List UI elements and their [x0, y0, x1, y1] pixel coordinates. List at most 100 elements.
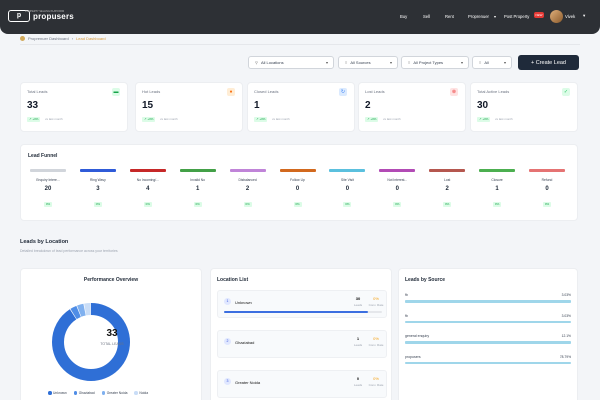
logo-mark-icon: p: [8, 10, 30, 22]
funnel-stage-bar: [30, 169, 66, 172]
filter-icon: ≡: [345, 60, 348, 65]
create-lead-button[interactable]: + Create Lead: [518, 55, 579, 70]
source-row[interactable]: fb 3.03%: [405, 293, 571, 303]
funnel-stage[interactable]: No Incoming/... 4 0%: [128, 169, 168, 210]
funnel-stage-bar: [479, 169, 516, 172]
stat-change-badge: ↗ +0%: [477, 117, 491, 122]
funnel-stage-percent: 0%: [393, 201, 402, 207]
funnel-stage-count: 3: [96, 185, 100, 192]
source-progress-bar: [405, 341, 571, 344]
funnel-stage-percent: 0%: [193, 201, 202, 207]
funnel-stage-count: 0: [545, 185, 549, 192]
nav-proprenuer[interactable]: Proprenuer: [468, 14, 489, 19]
funnel-stage-count: 1: [495, 185, 499, 192]
stat-change-badge: ↗ +0%: [142, 117, 156, 122]
new-badge: NEW: [534, 12, 544, 18]
brand-logo[interactable]: p propusers: [8, 10, 74, 22]
user-name[interactable]: Vivek: [565, 14, 576, 19]
location-conv-value: 0%: [373, 336, 379, 341]
funnel-stage-name: No Incoming/...: [136, 177, 159, 182]
stat-card-total-active-leads[interactable]: Total Active Leads ✓ 30 ↗ +0% vs last mo…: [470, 82, 578, 132]
avatar[interactable]: [550, 10, 563, 23]
chevron-down-icon: ▾: [325, 60, 328, 65]
breadcrumb: Proprenuer Dashboard › Lead Dashboard: [20, 36, 106, 41]
funnel-stage[interactable]: Not Interest... 0 0%: [377, 169, 417, 210]
location-conv-label: Conv. Rate: [368, 303, 384, 307]
stat-card-total-leads[interactable]: Total Leads ▬ 33 ↗ +0% vs last month: [20, 82, 128, 132]
all-filter[interactable]: ≡ All ▾: [472, 56, 512, 69]
stat-card-closed-leads[interactable]: Closed Leads ↻ 1 ↗ +0% vs last month: [247, 82, 355, 132]
nav-rent[interactable]: Rent: [445, 14, 454, 19]
funnel-stage-percent: 0%: [293, 201, 302, 207]
funnel-stage[interactable]: Disbalanced 2 0%: [228, 169, 268, 210]
funnel-stage[interactable]: Refund 0 0%: [527, 169, 567, 210]
source-progress-bar: [405, 320, 571, 323]
brand-tagline: PROPERTY SELLING PLATFORM: [25, 10, 65, 13]
stat-since: vs last month: [45, 117, 63, 121]
x-icon: ⊗: [450, 88, 458, 96]
funnel-stage-percent: 0%: [93, 201, 102, 207]
funnel-stage-count: 0: [395, 185, 399, 192]
project-types-filter[interactable]: ≡ All Project Types ▾: [401, 56, 469, 69]
funnel-stage-count: 0: [295, 185, 300, 192]
stat-label: Total Active Leads: [477, 89, 510, 94]
refresh-icon: ↻: [339, 88, 347, 96]
locations-filter[interactable]: ⚲ All Locations ▾: [248, 56, 334, 69]
legend-dot-icon: [73, 391, 78, 395]
breadcrumb-root[interactable]: Proprenuer Dashboard: [28, 36, 69, 41]
funnel-stage-percent: 0%: [143, 201, 152, 207]
source-row[interactable]: general enquiry 12.1%: [405, 334, 571, 344]
legend-item[interactable]: Unknown: [48, 391, 67, 395]
source-percent: 3.03%: [561, 293, 571, 297]
funnel-stage-percent: 0%: [243, 201, 252, 207]
location-row[interactable]: 2 Ghaziabad 1 Leads 0% Conv. Rate: [217, 330, 387, 358]
funnel-stage-percent: 0%: [493, 201, 502, 207]
post-property-button[interactable]: Post Property: [504, 14, 530, 19]
source-percent: 3.03%: [561, 313, 571, 318]
legend-item[interactable]: Noida: [134, 391, 148, 395]
stat-change-badge: ↗ +0%: [254, 117, 268, 122]
legend-dot-icon: [48, 391, 52, 395]
funnel-stage[interactable]: Invalid No 1 0%: [178, 169, 218, 210]
funnel-stage[interactable]: Site Visit 0 0%: [327, 169, 367, 210]
funnel-stage[interactable]: Closure 1 0%: [477, 169, 517, 210]
section-title: Leads by Location: [20, 239, 69, 245]
location-rank-badge: 3: [224, 378, 231, 385]
location-row[interactable]: 1 Unknown 30 Leads 0% Conv. Rate: [217, 290, 387, 318]
location-leads-label: Leads: [353, 343, 363, 347]
performance-donut-chart[interactable]: [46, 297, 136, 387]
chevron-down-icon[interactable]: ▾: [494, 14, 497, 19]
location-leads-value: 1: [356, 336, 360, 341]
performance-overview-card: Performance Overview: [20, 268, 202, 400]
legend-item[interactable]: Greater Noida: [101, 391, 127, 395]
nav-sell[interactable]: Sell: [423, 14, 430, 19]
nav-buy[interactable]: Buy: [400, 14, 408, 19]
funnel-stage[interactable]: Enquiry Intere... 20 0%: [28, 169, 68, 210]
breadcrumb-separator: ›: [71, 36, 74, 41]
chevron-down-icon[interactable]: ▾: [583, 13, 586, 18]
stat-label: Lost Leads: [365, 89, 385, 94]
source-row[interactable]: fb 3.03%: [405, 313, 571, 323]
location-progress-bar: [224, 310, 382, 313]
location-row[interactable]: 3 Greater Noida 0 Leads 0% Conv. Rate: [217, 370, 387, 398]
funnel-stage-percent: 0%: [543, 201, 551, 207]
chevron-down-icon: ▾: [460, 60, 463, 65]
funnel-stage-bar: [329, 169, 366, 172]
funnel-stage[interactable]: Follow Up 0 0%: [278, 169, 318, 210]
funnel-stage-count: 1: [196, 185, 200, 192]
funnel-stage[interactable]: Ring Wavy 3 0%: [78, 169, 118, 210]
sources-filter-value: All Sources: [350, 60, 371, 65]
divider: [20, 44, 580, 45]
source-row[interactable]: propusers 78.79%: [405, 355, 571, 364]
stat-card-hot-leads[interactable]: Hot Leads ● 15 ↗ +0% vs last month: [135, 82, 243, 132]
funnel-stage-bar: [429, 169, 466, 172]
funnel-stage[interactable]: Lost 2 0%: [427, 169, 467, 210]
stat-card-lost-leads[interactable]: Lost Leads ⊗ 2 ↗ +0% vs last month: [358, 82, 466, 132]
donut-segment-unknown[interactable]: [52, 303, 130, 381]
funnel-stage-name: Refund: [541, 177, 553, 182]
home-icon: [20, 36, 25, 41]
performance-title: Performance Overview: [83, 277, 139, 283]
stat-label: Hot Leads: [142, 89, 161, 94]
sources-filter[interactable]: ≡ All Sources ▾: [338, 56, 398, 69]
legend-item[interactable]: Ghaziabad: [73, 391, 95, 395]
